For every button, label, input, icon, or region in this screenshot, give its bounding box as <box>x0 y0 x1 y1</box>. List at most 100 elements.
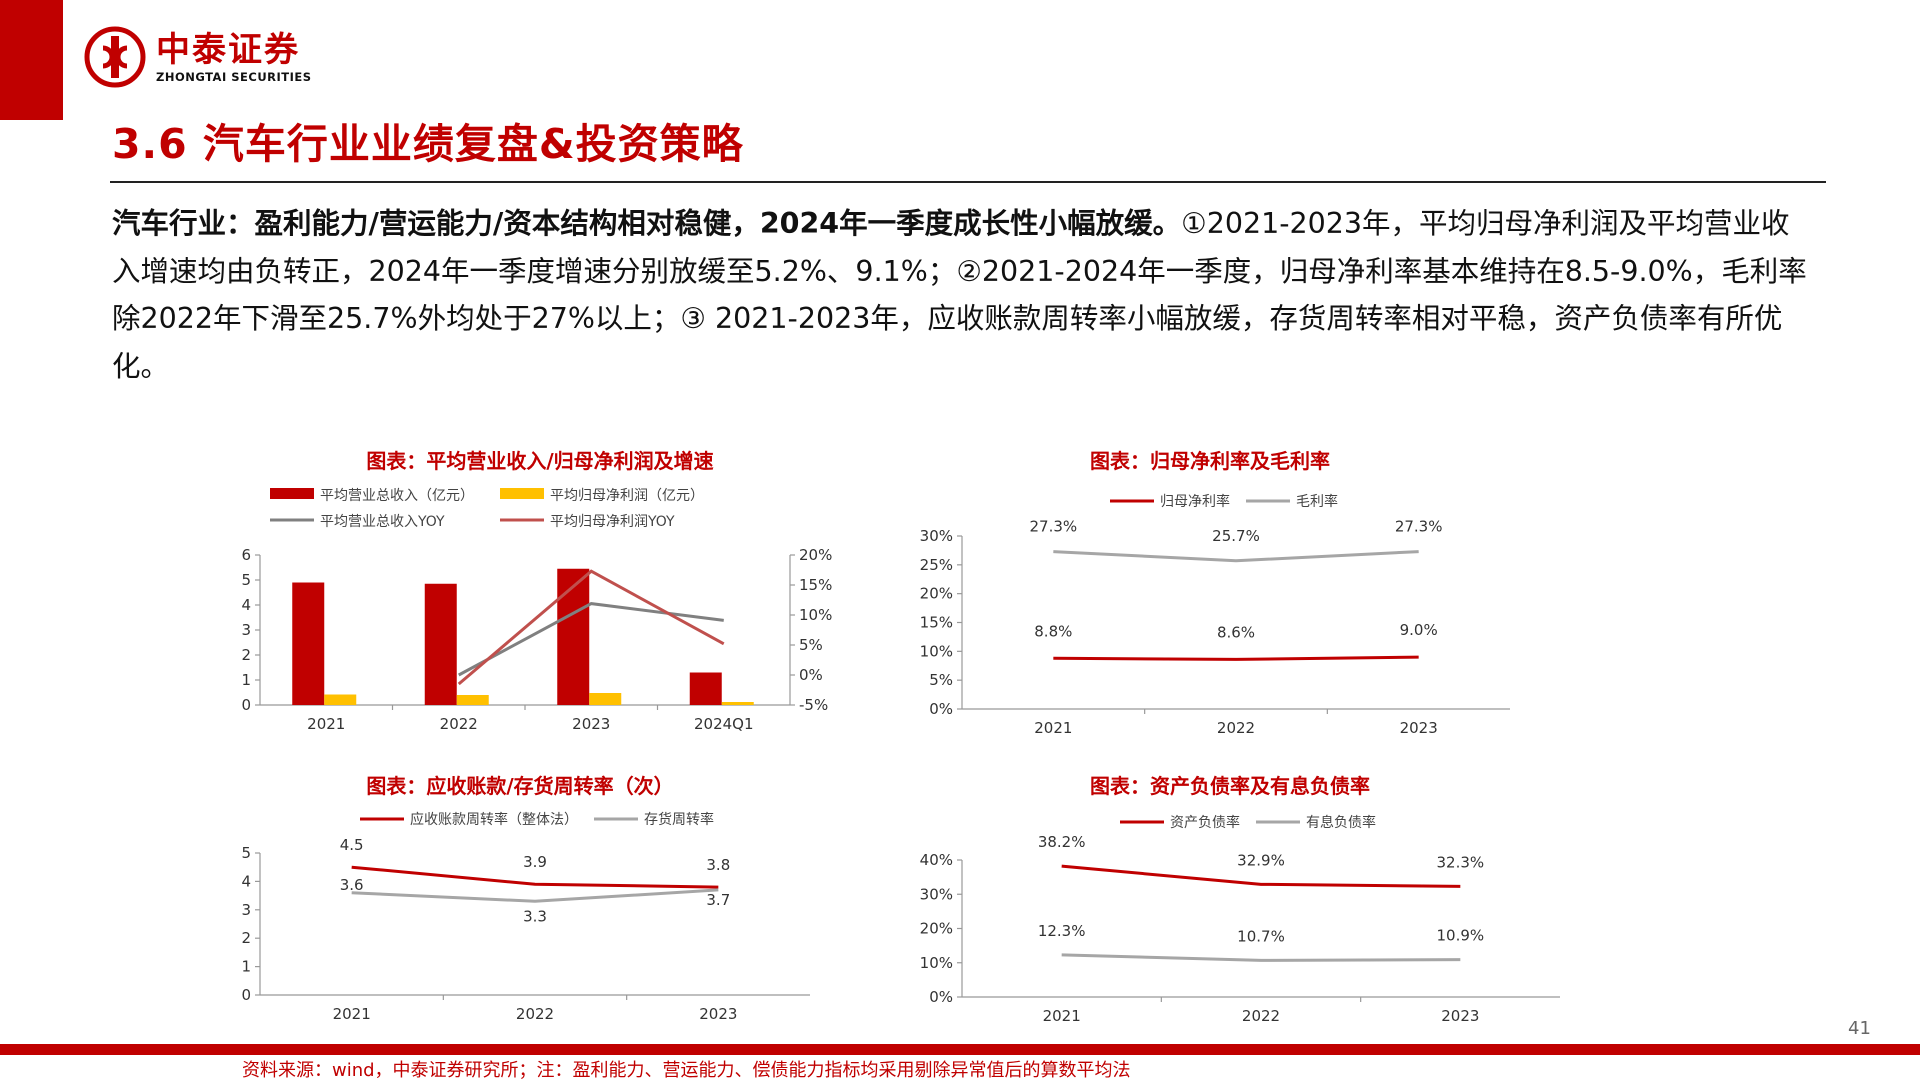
source-note: 资料来源：wind，中泰证券研究所；注：盈利能力、营运能力、偿债能力指标均采用剔… <box>242 1060 1131 1081</box>
legend-swatch <box>270 488 314 499</box>
chart-title: 图表：资产负债率及有息负债率 <box>1090 774 1370 798</box>
legend-label: 存货周转率 <box>644 811 714 828</box>
data-label: 27.3% <box>1395 518 1443 536</box>
y-tick-label: 30% <box>920 527 953 545</box>
data-label: 38.2% <box>1038 833 1086 851</box>
brand-name-en: ZHONGTAI SECURITIES <box>156 69 312 84</box>
chart-turnover-svg: 图表：应收账款/存货周转率（次） 应收账款周转率（整体法） 存货周转率 0 1 2 3 4 5 2… <box>241 774 810 1023</box>
data-label: 3.8 <box>706 856 730 874</box>
legend-label: 归母净利率 <box>1160 493 1230 510</box>
y2-tick-label: 0% <box>799 666 823 684</box>
footer-bar <box>0 1044 1920 1055</box>
data-label: 12.3% <box>1038 922 1086 940</box>
y2-tick-label: -5% <box>799 696 828 714</box>
chart-title: 图表：平均营业收入/归母净利润及增速 <box>366 449 713 473</box>
series-line <box>458 602 724 677</box>
y-tick-label: 6 <box>241 546 251 564</box>
chart-leverage: 图表：资产负债率及有息负债率 资产负债率 有息负债率 0% 10% 20% 30% 40% 20… <box>900 765 1570 1035</box>
y-tick-label: 10% <box>920 642 953 660</box>
y-tick-label: 0% <box>929 700 953 718</box>
title-divider <box>110 181 1826 183</box>
y-tick-label: 10% <box>920 954 953 972</box>
bar <box>424 583 457 705</box>
chart-revenue-profit: 图表：平均营业收入/归母净利润及增速 平均营业总收入（亿元） 平均归母净利润（亿元）… <box>230 440 850 740</box>
x-tick-label: 2021 <box>1043 1007 1081 1025</box>
summary-paragraph: 汽车行业：盈利能力/营运能力/资本结构相对稳健，2024年一季度成长性小幅放缓。… <box>112 200 1818 390</box>
x-tick-label: 2023 <box>1441 1007 1479 1025</box>
data-label: 4.5 <box>340 836 364 854</box>
y-tick-label: 15% <box>920 614 953 632</box>
series-line <box>457 569 725 686</box>
y-tick-label: 4 <box>241 872 251 890</box>
y2-tick-label: 10% <box>799 606 832 624</box>
y-tick-label: 2 <box>241 929 251 947</box>
data-label: 3.9 <box>523 853 547 871</box>
y-tick-label: 3 <box>241 901 251 919</box>
bar <box>292 582 325 705</box>
y-tick-label: 20% <box>920 585 953 603</box>
data-label: 27.3% <box>1030 518 1078 536</box>
y-tick-label: 20% <box>920 920 953 938</box>
series-line <box>1053 655 1419 661</box>
bar <box>456 695 489 705</box>
data-label: 3.6 <box>340 876 364 894</box>
legend-label: 平均归母净利润（亿元） <box>550 487 704 504</box>
summary-body: ①2021-2023年，平均归母净利润及平均营业收入增速均由负转正，2024年一… <box>112 207 1807 383</box>
data-label: 10.9% <box>1437 927 1485 945</box>
x-tick-label: 2021 <box>333 1005 371 1023</box>
chart-title: 图表：归母净利率及毛利率 <box>1090 449 1330 473</box>
zhongtai-logo-icon <box>84 26 146 88</box>
data-label: 25.7% <box>1212 527 1260 545</box>
x-tick-label: 2022 <box>1217 719 1255 737</box>
y2-tick-label: 15% <box>799 576 832 594</box>
x-tick-label: 2023 <box>572 715 610 733</box>
x-tick-label: 2022 <box>1242 1007 1280 1025</box>
y-tick-label: 4 <box>241 596 251 614</box>
data-label: 32.3% <box>1437 853 1485 871</box>
y-tick-label: 2 <box>241 646 251 664</box>
y2-tick-label: 5% <box>799 636 823 654</box>
bar <box>721 702 754 705</box>
bar <box>689 672 722 705</box>
y2-tick-label: 20% <box>799 546 832 564</box>
x-tick-label: 2024Q1 <box>694 715 754 733</box>
y-tick-label: 3 <box>241 621 251 639</box>
legend-label: 平均营业总收入YOY <box>320 514 445 530</box>
data-label: 10.7% <box>1237 927 1285 945</box>
data-label: 3.3 <box>523 907 547 925</box>
data-label: 32.9% <box>1237 851 1285 869</box>
y-tick-label: 1 <box>241 671 251 689</box>
legend-label: 有息负债率 <box>1306 814 1376 831</box>
y-tick-label: 30% <box>920 885 953 903</box>
y-tick-label: 0 <box>241 696 251 714</box>
x-tick-label: 2022 <box>440 715 478 733</box>
y-tick-label: 40% <box>920 851 953 869</box>
page-number: 41 <box>1848 1018 1871 1039</box>
y-tick-label: 1 <box>241 958 251 976</box>
series-line <box>1061 953 1461 962</box>
y-tick-label: 5 <box>241 571 251 589</box>
bar <box>557 568 590 705</box>
data-label: 8.8% <box>1034 622 1072 640</box>
series-line <box>1061 864 1461 888</box>
y-tick-label: 0 <box>241 986 251 1004</box>
data-label: 3.7 <box>706 891 730 909</box>
slide-title: 3.6 汽车行业业绩复盘&投资策略 <box>112 120 744 168</box>
x-tick-label: 2023 <box>1400 719 1438 737</box>
chart-margins: 图表：归母净利率及毛利率 归母净利率 毛利率 0% 5% 10% 15% 20% 25% 30% 2… <box>900 440 1520 740</box>
legend-label: 应收账款周转率（整体法） <box>410 811 578 828</box>
y-tick-label: 0% <box>929 988 953 1006</box>
summary-lead: 汽车行业：盈利能力/营运能力/资本结构相对稳健，2024年一季度成长性小幅放缓。 <box>112 207 1182 240</box>
series-line <box>1053 550 1419 563</box>
y-tick-label: 25% <box>920 556 953 574</box>
data-label: 9.0% <box>1400 621 1438 639</box>
x-tick-label: 2021 <box>1034 719 1072 737</box>
legend-swatch <box>500 488 544 499</box>
chart-turnover: 图表：应收账款/存货周转率（次） 应收账款周转率（整体法） 存货周转率 0 1 2 3 4 5 2… <box>230 765 850 1035</box>
x-tick-label: 2021 <box>307 715 345 733</box>
y-tick-label: 5% <box>929 671 953 689</box>
bar <box>324 694 357 705</box>
